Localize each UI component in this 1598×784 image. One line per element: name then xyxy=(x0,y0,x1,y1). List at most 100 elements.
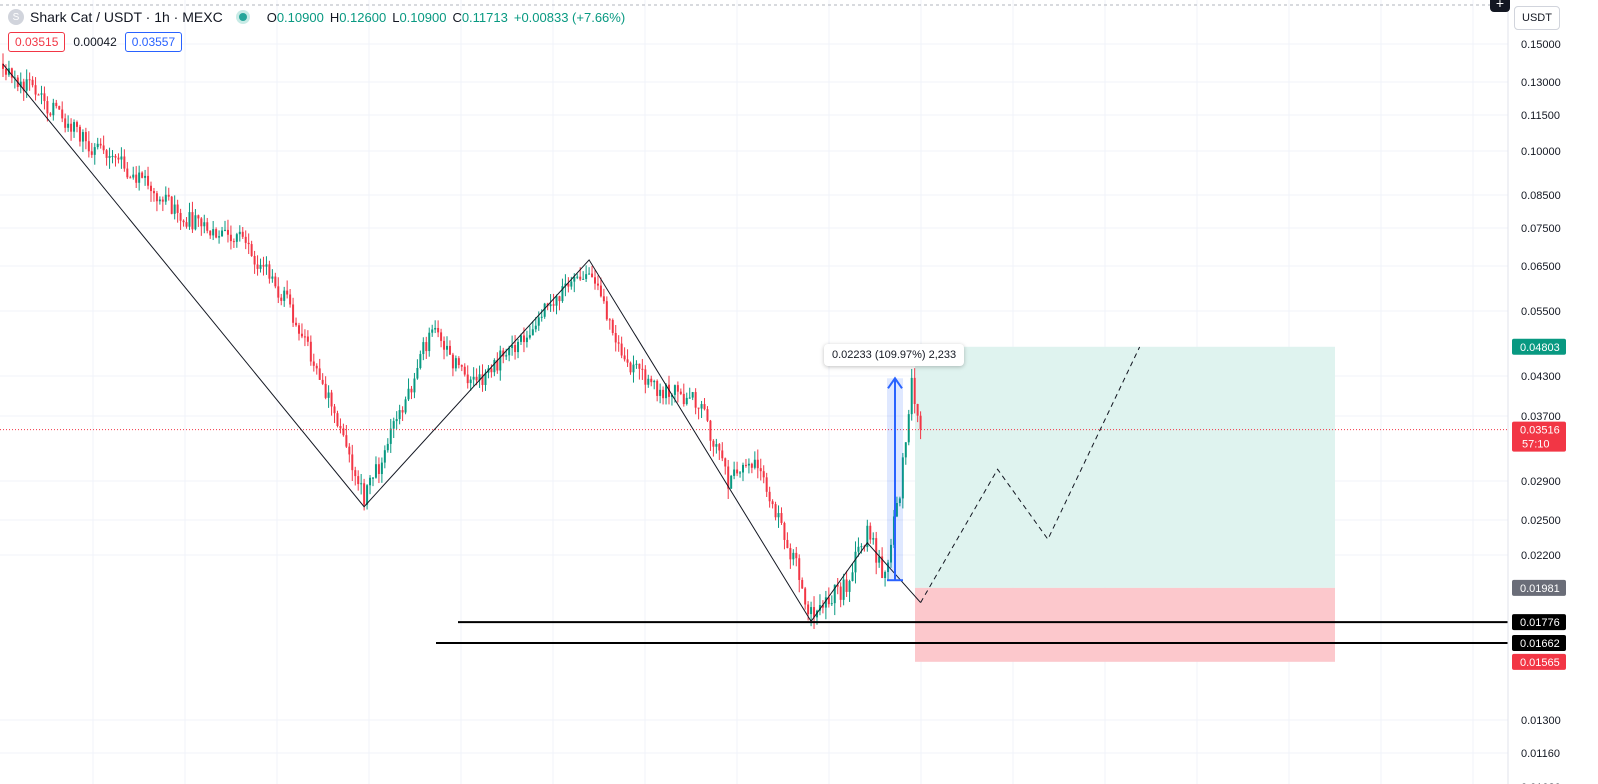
candle-body xyxy=(141,172,144,178)
candle-body xyxy=(679,391,682,394)
candle-body xyxy=(534,325,537,330)
stop-zone[interactable] xyxy=(915,587,1335,662)
candle-body xyxy=(647,378,650,385)
currency-selector[interactable]: USDT xyxy=(1514,6,1560,30)
candle-body xyxy=(887,562,890,573)
candle-body xyxy=(499,350,502,371)
candle-body xyxy=(801,579,804,589)
candle-body xyxy=(300,333,303,337)
candle-body xyxy=(200,218,203,227)
candle-body xyxy=(280,297,283,301)
sell-button[interactable]: 0.03515 xyxy=(8,32,66,52)
candle-body xyxy=(472,376,475,380)
candle-body xyxy=(676,385,679,392)
candle-body xyxy=(611,319,614,333)
candle-body xyxy=(108,156,111,158)
candle-body xyxy=(827,597,830,605)
candle-body xyxy=(404,399,407,413)
candle-body xyxy=(274,276,277,287)
candle-body xyxy=(176,204,179,213)
candle-body xyxy=(167,194,170,197)
candle-body xyxy=(528,335,531,338)
candle-body xyxy=(878,556,881,563)
candle-body xyxy=(591,273,594,278)
candle-body xyxy=(224,229,226,231)
candle-body xyxy=(354,470,357,477)
candle-body xyxy=(70,123,73,132)
candle-body xyxy=(147,175,150,186)
candle-body xyxy=(579,276,582,280)
candle-body xyxy=(218,236,221,238)
tick-label: 0.05500 xyxy=(1521,306,1561,318)
candle-body xyxy=(277,286,280,298)
candle-body xyxy=(138,172,141,183)
candle-body xyxy=(309,341,312,362)
candle-body xyxy=(286,290,289,295)
target-zone[interactable] xyxy=(915,346,1335,588)
candle-body xyxy=(884,572,887,579)
candle-body xyxy=(475,376,478,381)
candle-body xyxy=(570,281,573,287)
trend-line[interactable] xyxy=(2,63,921,623)
candle-body xyxy=(520,335,522,342)
ohlc-low-value: 0.10900 xyxy=(399,9,447,25)
candle-body xyxy=(363,483,366,505)
candle-body xyxy=(342,428,345,436)
candle-body xyxy=(830,603,833,605)
candle-body xyxy=(810,607,813,615)
candle-body xyxy=(892,516,895,545)
candle-body xyxy=(656,380,659,396)
price-tag-bg xyxy=(1512,421,1566,452)
candle-body xyxy=(904,442,907,458)
candle-body xyxy=(833,584,836,604)
candle-body xyxy=(786,539,789,549)
candle-body xyxy=(238,231,241,235)
candle-body xyxy=(561,286,564,302)
candle-body xyxy=(617,342,620,344)
symbol-title[interactable]: Shark Cat / USDT · 1h · MEXC xyxy=(30,9,223,25)
candle-body xyxy=(345,435,348,447)
candle-body xyxy=(744,464,747,466)
candle-body xyxy=(203,222,206,227)
candle-body xyxy=(155,193,158,202)
candle-body xyxy=(366,485,369,505)
plus-icon[interactable]: + xyxy=(1490,0,1510,12)
candle-body xyxy=(881,556,884,579)
tick-label: 0.01160 xyxy=(1521,748,1560,760)
candle-body xyxy=(22,81,25,91)
candle-body xyxy=(283,290,286,301)
candle-body xyxy=(114,155,117,158)
candle-body xyxy=(759,468,762,472)
price-axis[interactable]: 0.15000 0.13000 0.11500 0.10000 0.08500 0.075… xyxy=(1507,0,1598,784)
candle-body xyxy=(425,342,428,352)
measure-tool[interactable] xyxy=(887,376,903,582)
candle-body xyxy=(437,327,440,333)
candle-body xyxy=(650,378,653,383)
candle-body xyxy=(67,123,70,128)
candle-body xyxy=(724,458,727,467)
candle-body xyxy=(783,522,786,540)
projection-line[interactable] xyxy=(920,346,1141,603)
horizontal-lines[interactable] xyxy=(436,621,1508,644)
candle-body xyxy=(700,404,703,409)
candle-body xyxy=(789,548,792,560)
ohlc-close-key: C xyxy=(452,9,462,25)
tick-label: 0.01300 xyxy=(1521,715,1561,727)
price-tag-bg xyxy=(1512,614,1566,631)
candle-body xyxy=(372,477,374,479)
candle-body xyxy=(232,241,235,243)
candle-body xyxy=(798,558,801,580)
buy-button[interactable]: 0.03557 xyxy=(124,32,183,52)
candle-body xyxy=(836,584,839,587)
candle-body xyxy=(312,361,315,366)
ohlc-open-value: 0.10900 xyxy=(276,9,324,25)
candle-body xyxy=(407,388,410,400)
candle-body xyxy=(777,513,780,518)
candle-body xyxy=(416,367,419,379)
candle-body xyxy=(522,335,525,343)
candle-body xyxy=(605,301,608,320)
candle-body xyxy=(869,525,872,540)
candle-body xyxy=(807,604,810,615)
